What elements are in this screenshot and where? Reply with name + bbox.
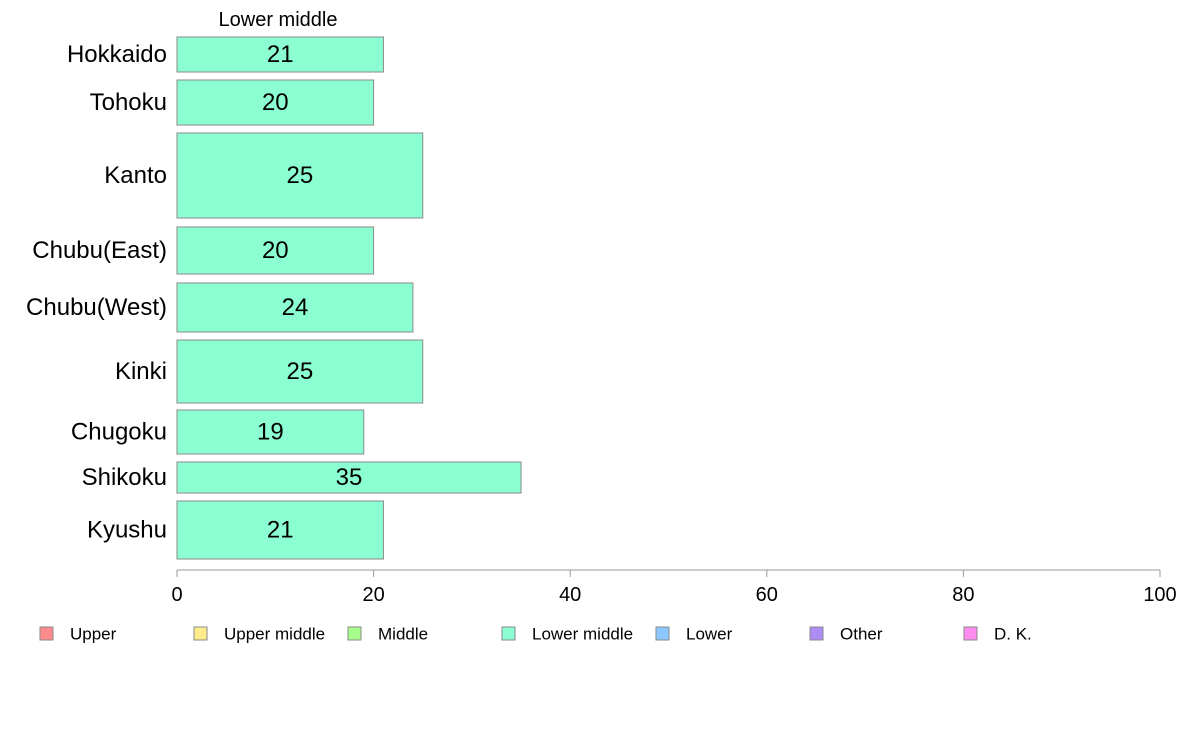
value-label-chubu-east: 20: [262, 237, 289, 264]
x-tick-label-60: 60: [756, 584, 778, 606]
category-label-kanto: Kanto: [104, 162, 167, 189]
legend: Upper Upper middle Middle Lower middle Lower…: [39, 625, 1032, 644]
x-tick-label-20: 20: [362, 584, 384, 606]
legend-label-d-k: D. K.: [994, 625, 1032, 644]
bar-chugoku: [176, 409, 365, 455]
chart-title: Lower middle: [219, 9, 338, 31]
bar-chubu-east: [176, 226, 375, 275]
category-label-kinki: Kinki: [115, 358, 167, 385]
x-tick-label-40: 40: [559, 584, 581, 606]
x-tick-label-80: 80: [952, 584, 974, 606]
value-label-tohoku: 20: [262, 89, 289, 116]
legend-swatch-other: [809, 626, 824, 641]
legend-swatch-lower: [655, 626, 670, 641]
x-tick-label-100: 100: [1143, 584, 1176, 606]
legend-swatch-upper: [39, 626, 54, 641]
legend-label-lower: Lower: [686, 625, 733, 644]
legend-swatch-middle: [347, 626, 362, 641]
x-tick-label-0: 0: [171, 584, 182, 606]
legend-swatch-d-k: [963, 626, 978, 641]
bar-kinki: [176, 339, 424, 404]
legend-label-lower-middle: Lower middle: [532, 625, 633, 644]
value-label-hokkaido: 21: [267, 41, 294, 68]
legend-label-middle: Middle: [378, 625, 428, 644]
bars-group: Hokkaido 21 Tohoku 20 Kanto 25 Chubu(East) 20 Ch…: [26, 36, 522, 560]
category-label-chubu-west: Chubu(West): [26, 294, 167, 321]
bar-chubu-west: [176, 282, 414, 333]
legend-swatch-lower-middle: [501, 626, 516, 641]
category-label-shikoku: Shikoku: [82, 464, 167, 491]
value-label-chugoku: 19: [257, 419, 284, 446]
legend-label-upper: Upper: [70, 625, 117, 644]
x-axis: 0 20 40 60 80 100: [171, 569, 1177, 606]
bar-shikoku: [176, 461, 522, 494]
category-label-hokkaido: Hokkaido: [67, 41, 167, 68]
category-label-kyushu: Kyushu: [87, 517, 167, 544]
category-label-chubu-east: Chubu(East): [32, 237, 167, 264]
category-label-chugoku: Chugoku: [71, 419, 167, 446]
bar-tohoku: [176, 79, 375, 126]
category-label-tohoku: Tohoku: [90, 89, 167, 116]
legend-label-other: Other: [840, 625, 883, 644]
legend-label-upper-middle: Upper middle: [224, 625, 325, 644]
value-label-chubu-west: 24: [282, 294, 309, 321]
bar-kyushu: [176, 500, 384, 560]
bar-hokkaido: [176, 36, 384, 73]
value-label-shikoku: 35: [336, 464, 363, 491]
value-label-kanto: 25: [287, 162, 314, 189]
bar-kanto: [176, 132, 424, 219]
value-label-kinki: 25: [287, 358, 314, 385]
legend-swatch-upper-middle: [193, 626, 208, 641]
value-label-kyushu: 21: [267, 517, 294, 544]
